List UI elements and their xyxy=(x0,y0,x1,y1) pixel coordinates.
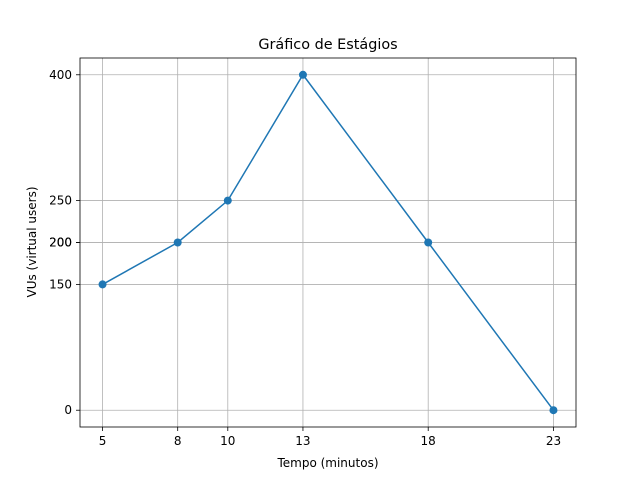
y-tick-label: 150 xyxy=(49,277,72,291)
y-tick-label: 200 xyxy=(49,236,72,250)
data-point xyxy=(424,238,433,247)
x-tick-label: 10 xyxy=(220,434,235,448)
data-point xyxy=(223,196,232,205)
data-point xyxy=(298,70,307,79)
x-axis-label: Tempo (minutos) xyxy=(276,456,378,470)
x-tick-label: 8 xyxy=(174,434,182,448)
y-tick-label: 200 xyxy=(49,236,72,250)
series-line xyxy=(102,73,555,411)
y-tick-label: 400 xyxy=(49,68,72,82)
y-tick-label: 250 xyxy=(49,194,72,208)
y-axis-label: VUs (virtual users) xyxy=(25,186,39,297)
data-point xyxy=(549,406,558,415)
x-tick-label: 13 xyxy=(295,434,310,448)
chart-title: Gráfico de Estágios xyxy=(258,37,397,53)
x-tick-label: 18 xyxy=(421,434,436,448)
data-point xyxy=(173,238,182,247)
x-tick-label: 5 xyxy=(99,434,107,448)
data-point xyxy=(98,280,107,289)
plot-frame xyxy=(79,57,577,428)
x-tick-label: 23 xyxy=(546,434,561,448)
y-tick-label: 0 xyxy=(64,403,72,417)
